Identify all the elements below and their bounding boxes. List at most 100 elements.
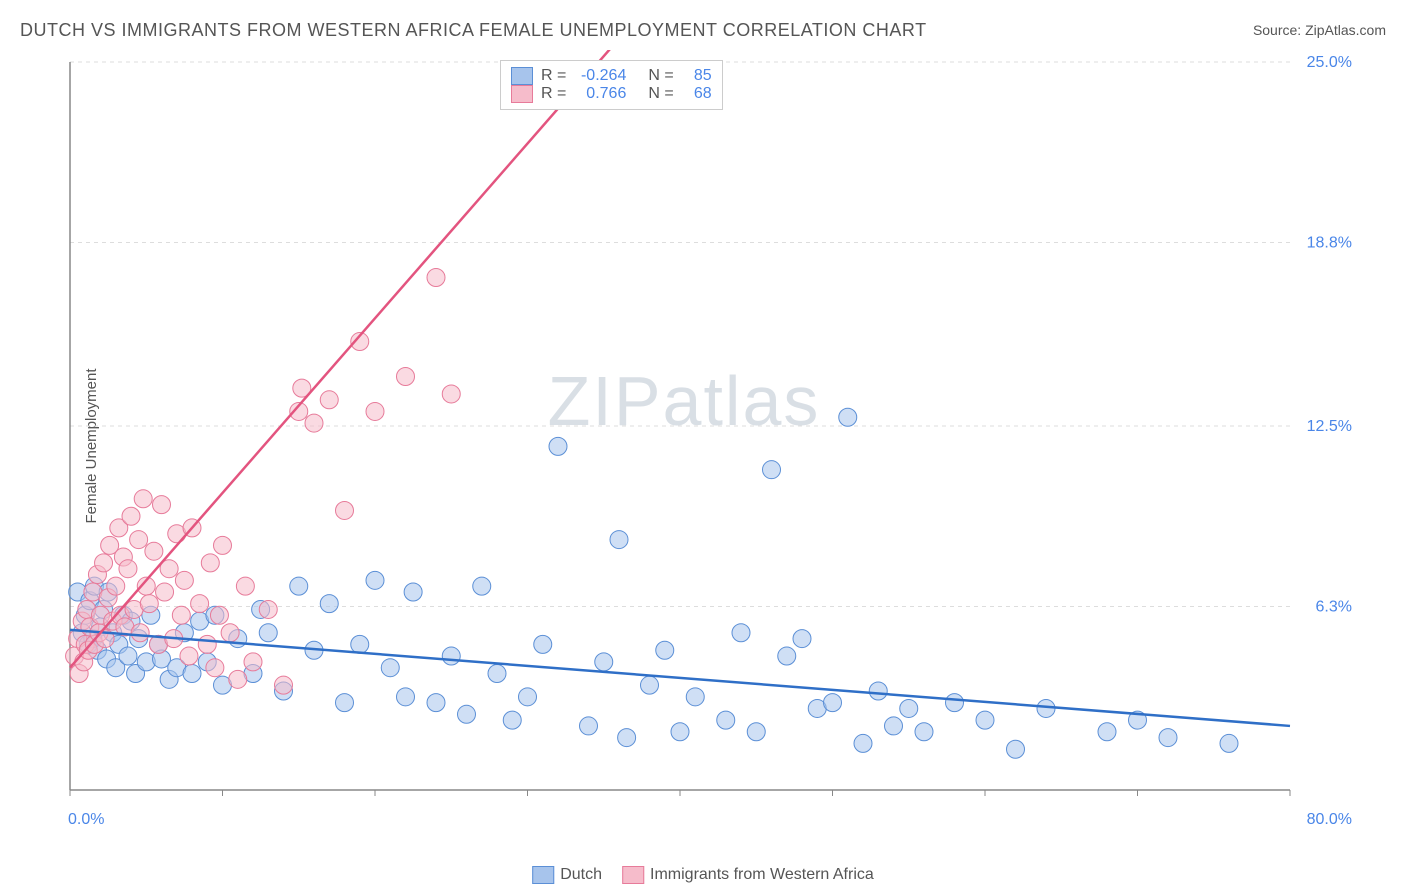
data-point	[458, 705, 476, 723]
data-point	[172, 606, 190, 624]
data-point	[404, 583, 422, 601]
n-value: 68	[682, 85, 712, 103]
data-point	[320, 391, 338, 409]
data-point	[824, 694, 842, 712]
source-label: Source: ZipAtlas.com	[1253, 22, 1386, 38]
data-point	[156, 583, 174, 601]
data-point	[763, 461, 781, 479]
r-value: 0.766	[574, 85, 626, 103]
data-point	[946, 694, 964, 712]
data-point	[976, 711, 994, 729]
data-point	[442, 647, 460, 665]
correlation-legend: R = -0.264 N = 85R = 0.766 N = 68	[500, 60, 723, 110]
data-point	[206, 659, 224, 677]
data-point	[839, 408, 857, 426]
data-point	[140, 595, 158, 613]
data-point	[427, 268, 445, 286]
data-point	[397, 688, 415, 706]
data-point	[320, 595, 338, 613]
x-max-label: 80.0%	[1307, 811, 1352, 828]
regression-line	[70, 50, 650, 668]
data-point	[191, 595, 209, 613]
data-point	[366, 571, 384, 589]
data-point	[236, 577, 254, 595]
data-point	[183, 665, 201, 683]
data-point	[793, 630, 811, 648]
legend-label: Dutch	[560, 866, 602, 883]
data-point	[580, 717, 598, 735]
r-value: -0.264	[574, 67, 626, 85]
data-point	[175, 571, 193, 589]
data-point	[244, 653, 262, 671]
data-point	[336, 501, 354, 519]
data-point	[778, 647, 796, 665]
y-tick-label: 12.5%	[1307, 418, 1352, 435]
data-point	[1098, 723, 1116, 741]
data-point	[214, 536, 232, 554]
data-point	[900, 699, 918, 717]
data-point	[1159, 729, 1177, 747]
y-tick-label: 6.3%	[1316, 599, 1352, 616]
r-label: R =	[541, 85, 566, 103]
data-point	[686, 688, 704, 706]
data-point	[519, 688, 537, 706]
plot-area: 6.3%12.5%18.8%25.0%0.0%80.0% ZIPatlas	[60, 50, 1360, 830]
data-point	[259, 624, 277, 642]
data-point	[180, 647, 198, 665]
data-point	[1007, 740, 1025, 758]
data-point	[95, 554, 113, 572]
data-point	[229, 670, 247, 688]
correlation-row: R =-0.264N =85	[511, 67, 712, 85]
data-point	[198, 635, 216, 653]
data-point	[595, 653, 613, 671]
data-point	[671, 723, 689, 741]
data-point	[290, 577, 308, 595]
legend-item: Dutch	[532, 866, 602, 884]
y-tick-label: 18.8%	[1307, 235, 1352, 252]
data-point	[221, 624, 239, 642]
n-label: N =	[648, 85, 673, 103]
series-swatch	[511, 67, 533, 85]
data-point	[427, 694, 445, 712]
scatter-chart: 6.3% 12.5% 18.8% 25.0% 0.0% 80.0%	[60, 50, 1360, 830]
y-tick-label: 25.0%	[1307, 54, 1352, 71]
data-point	[134, 490, 152, 508]
series-swatch	[622, 866, 644, 884]
data-point	[259, 600, 277, 618]
data-point	[442, 385, 460, 403]
correlation-row: R = 0.766 N = 68	[511, 85, 712, 103]
series-swatch	[511, 85, 533, 103]
n-value: 85	[682, 67, 712, 85]
data-point	[130, 531, 148, 549]
series-swatch	[532, 866, 554, 884]
data-point	[747, 723, 765, 741]
data-point	[503, 711, 521, 729]
x-min-label: 0.0%	[68, 811, 104, 828]
data-point	[119, 647, 137, 665]
data-point	[1220, 734, 1238, 752]
data-point	[534, 635, 552, 653]
data-point	[145, 542, 163, 560]
data-point	[885, 717, 903, 735]
data-point	[732, 624, 750, 642]
data-point	[618, 729, 636, 747]
data-point	[107, 577, 125, 595]
data-point	[717, 711, 735, 729]
data-point	[488, 665, 506, 683]
series-legend: Dutch Immigrants from Western Africa	[532, 866, 874, 884]
data-point	[869, 682, 887, 700]
legend-label: Immigrants from Western Africa	[650, 866, 874, 883]
data-point	[153, 496, 171, 514]
data-point	[210, 606, 228, 624]
data-point	[366, 402, 384, 420]
data-point	[201, 554, 219, 572]
data-point	[131, 624, 149, 642]
data-point	[641, 676, 659, 694]
data-point	[656, 641, 674, 659]
data-point	[351, 635, 369, 653]
data-point	[473, 577, 491, 595]
data-point	[549, 437, 567, 455]
r-label: R =	[541, 67, 566, 85]
data-point	[397, 367, 415, 385]
data-point	[119, 560, 137, 578]
